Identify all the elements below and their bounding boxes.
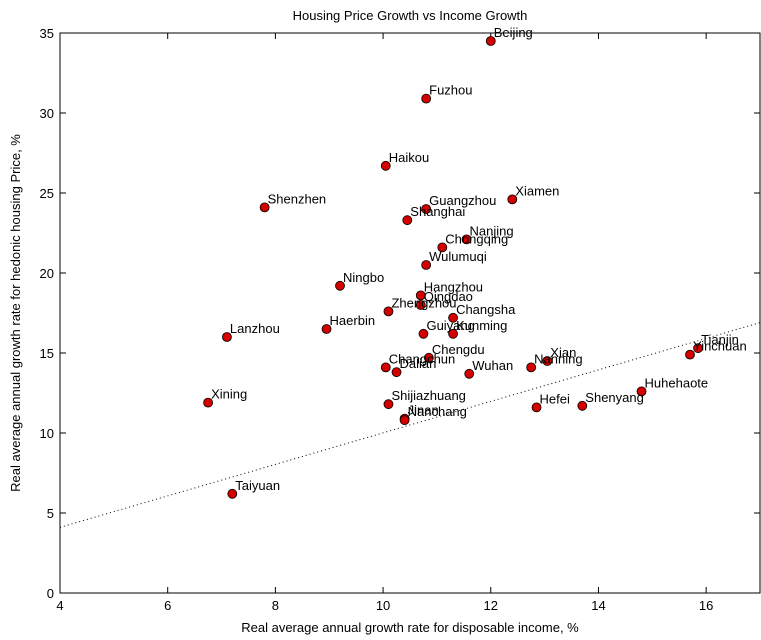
data-point-label: Nanning xyxy=(534,351,582,366)
data-point xyxy=(421,204,432,214)
data-point xyxy=(507,194,518,205)
data-point-label: Hefei xyxy=(540,391,570,406)
y-tick-label: 25 xyxy=(40,186,54,201)
x-tick-label: 6 xyxy=(164,598,171,613)
y-axis-label: Real average annual growth rate for hedo… xyxy=(8,134,23,492)
data-point xyxy=(542,356,553,366)
data-point xyxy=(448,328,458,339)
y-tick-label: 20 xyxy=(40,266,54,281)
data-point xyxy=(227,488,238,499)
x-tick-label: 16 xyxy=(699,598,713,613)
data-point-label: Hangzhou xyxy=(424,279,483,294)
data-point-label: Haerbin xyxy=(330,313,376,328)
x-tick-label: 14 xyxy=(591,598,605,613)
trend-line-group xyxy=(59,322,761,528)
y-tick-label: 0 xyxy=(47,586,54,601)
data-point xyxy=(526,362,537,373)
data-point-label: Beijing xyxy=(494,25,533,40)
data-point-label: Nanjing xyxy=(470,223,514,238)
data-point-label: Xian xyxy=(550,345,576,360)
data-point-label: Shenyang xyxy=(585,390,644,405)
data-point-label: Lanzhou xyxy=(230,321,280,336)
data-point-label: Ningbo xyxy=(343,270,384,285)
y-tick-label: 10 xyxy=(40,426,54,441)
data-point-label: Guiyang xyxy=(426,318,474,333)
data-point xyxy=(418,328,429,339)
trend-line xyxy=(59,322,761,528)
x-axis-label: Real average annual growth rate for disp… xyxy=(241,620,579,635)
data-point-label: Jinan xyxy=(408,403,439,418)
data-point-label: Changchun xyxy=(389,351,456,366)
plot-frame xyxy=(59,32,761,594)
data-point xyxy=(421,93,432,104)
data-point xyxy=(461,234,472,245)
data-point xyxy=(391,367,402,378)
data-point xyxy=(577,400,588,411)
chart-title: Housing Price Growth vs Income Growth xyxy=(293,8,528,23)
data-point xyxy=(415,300,426,310)
data-point xyxy=(693,343,703,354)
data-point-label: Guangzhou xyxy=(429,193,496,208)
data-point-label: Wulumuqi xyxy=(429,249,487,264)
data-point xyxy=(383,306,394,317)
data-point xyxy=(380,160,391,171)
data-point-label: Xining xyxy=(211,387,247,402)
x-tick-label: 12 xyxy=(484,598,498,613)
data-point xyxy=(636,386,647,397)
data-point-label: Dalian xyxy=(400,356,437,371)
data-point xyxy=(335,280,345,291)
data-point xyxy=(437,242,448,253)
y-tick-label: 35 xyxy=(40,26,54,41)
data-point xyxy=(421,260,432,270)
data-point xyxy=(402,215,413,226)
data-point-label: Taiyuan xyxy=(235,478,280,493)
data-point xyxy=(423,352,434,363)
x-tick-label: 8 xyxy=(272,598,279,613)
data-point xyxy=(222,332,232,342)
data-point-label: Haikou xyxy=(389,150,429,165)
data-point-label: Kunming xyxy=(456,318,507,333)
y-tick-label: 30 xyxy=(40,106,54,121)
data-point xyxy=(203,397,213,408)
data-point xyxy=(380,362,391,373)
data-point-label: Tianjin xyxy=(701,332,739,347)
data-points xyxy=(203,36,703,499)
data-point-label: Shijiazhuang xyxy=(391,388,465,403)
data-point-label: Yinchuan xyxy=(693,339,747,354)
data-point xyxy=(485,36,496,46)
data-point xyxy=(464,368,475,379)
data-point xyxy=(448,312,458,323)
axis-ticks: 4 6 8 10 12 14 16 0 5 10 15 20 25 30 35 xyxy=(40,26,760,613)
data-point-label: Shanghai xyxy=(410,204,465,219)
x-tick-label: 10 xyxy=(376,598,390,613)
y-tick-label: 5 xyxy=(47,506,54,521)
data-point-label: Chengdu xyxy=(432,342,485,357)
data-point xyxy=(321,324,332,334)
data-point-label: Fuzhou xyxy=(429,83,472,98)
data-point-label: Huhehaote xyxy=(645,375,709,390)
data-point-label: Nanchang xyxy=(408,404,467,419)
data-point xyxy=(415,290,426,301)
data-point-label: Chongqing xyxy=(445,231,508,246)
data-point-label: Qingdao xyxy=(424,289,473,304)
data-point xyxy=(399,415,410,426)
data-point xyxy=(685,349,695,360)
data-point-label: Xiamen xyxy=(515,183,559,198)
data-point xyxy=(531,402,542,413)
data-point-label: Wuhan xyxy=(472,358,513,373)
data-point-label: Zhengzhou xyxy=(391,295,456,310)
data-point-label: Changsha xyxy=(456,302,516,317)
data-point xyxy=(259,202,270,213)
data-point xyxy=(383,399,394,410)
data-point-labels: Beijing Fuzhou Haikou Xiamen Shenzhen Guangzh… xyxy=(211,25,747,493)
data-point-label: Shenzhen xyxy=(268,191,327,206)
y-tick-label: 15 xyxy=(40,346,54,361)
x-tick-label: 4 xyxy=(56,598,63,613)
